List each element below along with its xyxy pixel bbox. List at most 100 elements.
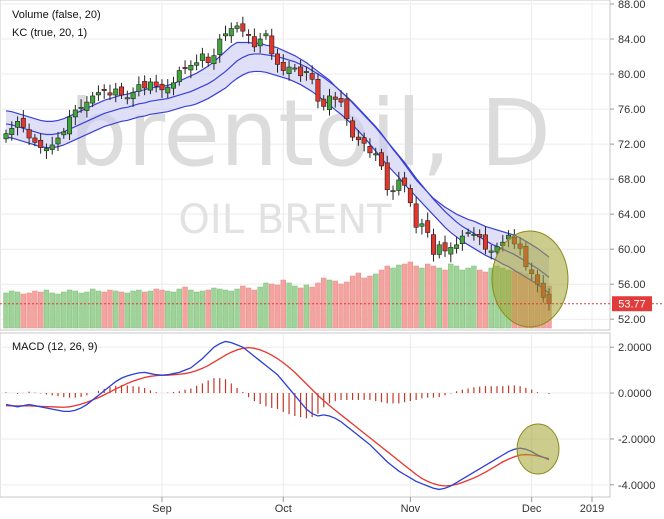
price-tick-label: 52.00 [618,314,646,326]
signal-line [5,346,550,487]
candle-up [84,96,90,118]
price-panel: brentoil, D OIL BRENT 52.0056.0060.0064.… [0,0,664,331]
volume-bar [205,289,211,329]
candle-body [488,250,494,253]
candle-body [234,25,240,29]
volume-bar [234,288,240,329]
candle-body [315,79,321,102]
candle-body [292,67,298,70]
candle-up [303,66,309,81]
candle-body [188,64,194,71]
candle-up [3,129,9,143]
candle-down [205,53,211,67]
candle-body [124,97,130,100]
candle-body [465,232,471,235]
x-tick-label: Dec [522,503,542,515]
volume-bar [251,289,258,329]
macd-tick-label: 2.0000 [618,342,652,354]
legend-kc: KC (true, 20, 1) [12,27,87,39]
volume-bar [286,282,292,329]
volume-bar [32,290,38,329]
candle-down [159,79,165,98]
candle-body [309,73,315,80]
candle-down [309,65,315,85]
volume-bar [315,282,321,329]
volume-bar [217,288,223,329]
candle-body [286,66,292,75]
highlight-ellipse-price [491,230,569,328]
candle-body [402,177,408,186]
candle-down [338,90,344,108]
candle-body [72,109,78,118]
candle-body [373,153,379,156]
candle-body [107,92,113,96]
macd-axis: 2.0000 0.0000 -2.0000 -4.0000 [610,342,655,492]
candle-down [367,138,373,158]
candle-body [217,38,223,55]
volume-bar [193,291,200,329]
volume-bar [20,293,27,329]
candle-down [20,110,26,133]
candle-body [407,188,413,204]
candle-up [15,116,21,136]
volume-bar [309,286,315,329]
volume-bar [292,285,298,329]
volume-bar [101,291,107,329]
candle-down [142,75,148,96]
x-axis: Sep Oct Nov Dec 2019 [0,496,610,515]
candle-up [223,25,229,41]
candle-body [49,144,55,150]
candle-body [454,244,460,249]
volume-bar [159,289,165,329]
volume-bar [107,289,113,329]
candle-down [378,148,384,170]
candle-body [159,83,165,91]
volume-bar [361,277,367,329]
candle-up [136,76,142,97]
candle-body [223,33,229,37]
candle-down [315,73,321,109]
volume-bar [390,267,396,329]
candle-up [43,143,49,159]
candle-body [119,86,125,96]
macd-histogram [5,378,550,419]
candle-down [246,29,252,44]
candle-up [465,228,471,237]
candles [3,16,552,311]
candle-body [15,121,21,128]
volume-bar [228,290,234,329]
volume-bar [269,283,275,329]
volume-bar [263,282,269,329]
candle-body [171,82,177,89]
candle-down [350,116,356,142]
candle-up [228,22,234,43]
volume-bar [482,271,489,329]
volume-bar [211,287,217,329]
candle-body [494,246,500,253]
volume-bar [436,267,442,329]
volume-bar [118,291,125,329]
volume-bar [378,269,385,329]
candle-up [373,147,379,162]
candle-down [430,228,436,262]
macd-tick-label: 0.0000 [618,388,652,400]
kc-lower-line [5,70,550,294]
legend-macd: MACD (12, 26, 9) [12,341,98,353]
price-tick-label: 80.00 [618,69,646,81]
volume-bar [488,267,494,329]
volume-bar [274,284,281,329]
candle-up [459,230,465,251]
volume-bar [55,293,61,329]
candle-down [384,155,390,196]
candle-body [55,137,61,145]
volume-bar [401,263,408,329]
candle-up [113,82,119,103]
candle-body [263,33,269,37]
volume-bar [303,284,310,329]
candle-body [436,244,442,255]
volume-bar [141,291,148,329]
candle-body [113,88,119,96]
candle-body [67,116,73,135]
